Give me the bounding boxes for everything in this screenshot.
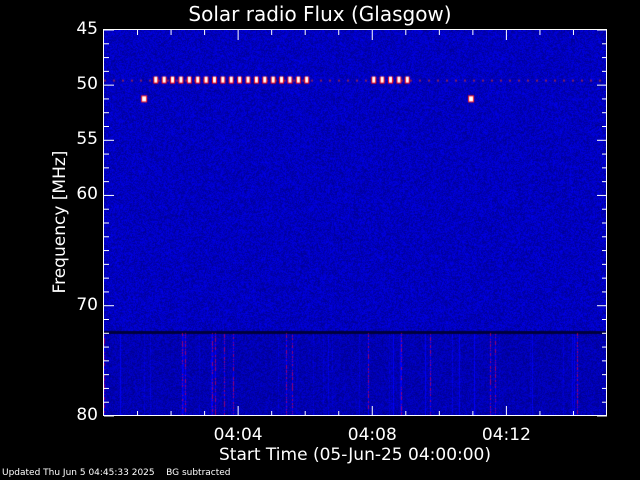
y-tick-label: 55 [76,129,98,150]
footer-status: Updated Thu Jun 5 04:45:33 2025 BG subtr… [2,468,231,478]
y-tick-label: 80 [76,405,98,425]
x-tick-label: 04:12 [481,425,531,445]
y-axis-label: Frequency [MHz] [50,150,70,294]
y-tick-label: 70 [76,294,98,315]
x-tick-label: 04:04 [213,425,263,445]
chart-title: Solar radio Flux (Glasgow) [188,2,452,26]
plot-frame [103,29,607,416]
updated-timestamp: Updated Thu Jun 5 04:45:33 2025 [2,468,155,478]
y-tick-label: 45 [76,19,98,39]
spectrogram-heatmap [104,30,607,416]
y-tick-label: 50 [76,74,98,95]
bg-note: BG subtracted [166,468,231,478]
y-tick-label: 60 [76,184,98,205]
x-axis-label: Start Time (05-Jun-25 04:00:00) [219,445,491,465]
x-tick-label: 04:08 [347,425,397,445]
